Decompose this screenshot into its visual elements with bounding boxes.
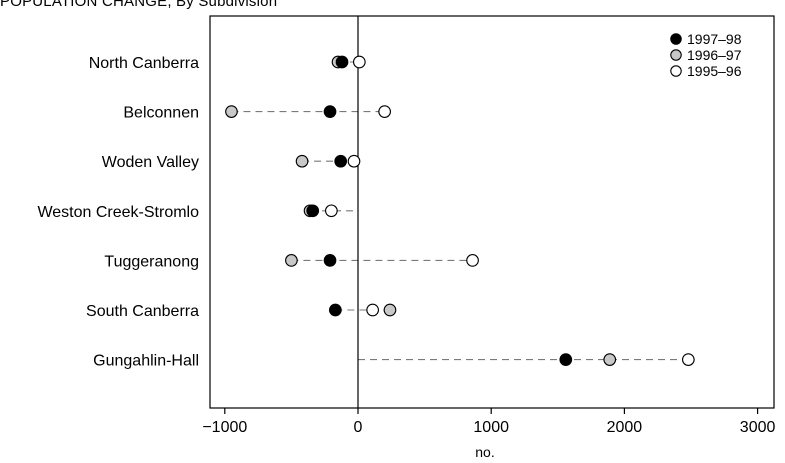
data-point [366, 303, 380, 317]
data-point [329, 303, 342, 317]
x-axis-ticks: −1000 0 1000 2000 3000 [202, 408, 775, 436]
data-point [334, 154, 348, 168]
category-label: Weston Creek-Stromlo [37, 204, 199, 221]
category-label: Woden Valley [102, 154, 199, 171]
plot-frame [209, 15, 775, 409]
chart-title: POPULATION CHANGE, By Subdivision [0, 0, 278, 10]
legend-marker [670, 33, 682, 45]
data-point [295, 154, 309, 168]
legend-label: 1995–96 [687, 63, 742, 79]
legend-label: 1997–98 [687, 31, 742, 47]
category-label: Belconnen [123, 105, 199, 122]
x-tick-label: 1000 [473, 419, 509, 436]
data-points [225, 55, 695, 366]
data-point [323, 254, 337, 267]
data-point [323, 105, 337, 118]
legend-marker [670, 65, 682, 77]
category-label: North Canberra [89, 55, 199, 72]
data-point [306, 204, 320, 218]
data-point [335, 55, 349, 69]
x-axis-title: no. [475, 444, 494, 460]
data-point [466, 254, 479, 267]
data-point [325, 204, 338, 218]
category-labels: North Canberra Belconnen Woden Valley Westo… [37, 55, 199, 370]
data-point [352, 55, 366, 69]
data-point [378, 105, 391, 118]
x-tick-label: 2000 [607, 419, 643, 436]
data-point [603, 353, 617, 366]
x-tick-label: 3000 [740, 419, 776, 436]
data-point [681, 353, 695, 366]
connector-lines [231, 61, 689, 361]
data-point [347, 154, 361, 168]
category-label: South Canberra [86, 303, 199, 320]
data-point [383, 303, 397, 317]
legend-marker [670, 49, 682, 61]
category-label: Gungahlin-Hall [93, 353, 199, 370]
data-point [225, 105, 238, 118]
data-point [285, 254, 298, 267]
legend-label: 1996–97 [687, 47, 742, 63]
category-label: Tuggeranong [104, 253, 199, 270]
x-tick-label: 0 [354, 419, 363, 436]
data-point [559, 353, 573, 366]
x-tick-label: −1000 [202, 419, 247, 436]
